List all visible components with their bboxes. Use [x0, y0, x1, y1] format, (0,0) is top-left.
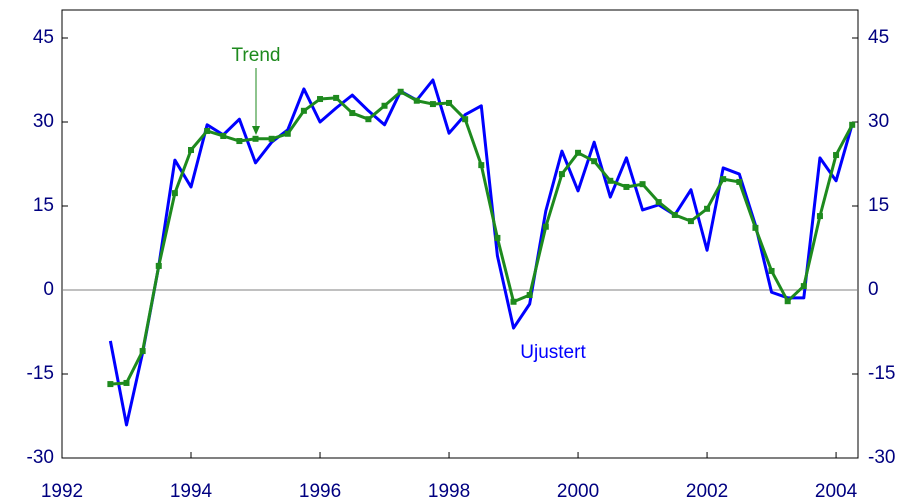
series-marker [123, 379, 130, 386]
series-marker [300, 107, 307, 114]
series-line [108, 78, 854, 427]
y2-tick-label: -30 [868, 447, 895, 468]
series-marker [284, 130, 291, 137]
series-marker [575, 149, 582, 156]
series-marker [704, 205, 711, 212]
x-tick-label: 1992 [41, 481, 83, 502]
series-marker [462, 116, 469, 123]
series-marker [752, 224, 759, 231]
series-marker [107, 381, 114, 388]
y2-tick-label: 0 [868, 279, 879, 300]
series-marker [204, 127, 211, 134]
series-marker [268, 135, 275, 142]
series-marker [155, 262, 162, 269]
series-marker [849, 121, 856, 128]
legend-label: Ujustert [520, 342, 586, 363]
series-marker [833, 152, 840, 159]
series-marker [349, 110, 356, 117]
series-marker [365, 116, 372, 123]
legend-arrowhead [252, 126, 260, 135]
x-tick-label: 1996 [299, 481, 341, 502]
series-marker [671, 211, 678, 218]
series-marker [494, 234, 501, 241]
series-marker [397, 88, 404, 95]
x-tick-label: 2002 [686, 481, 728, 502]
series-marker [317, 96, 324, 103]
series-marker [510, 298, 517, 305]
y2-tick-label: 15 [868, 195, 889, 216]
series-marker [736, 178, 743, 185]
series-marker [333, 94, 340, 101]
y2-tick-label: 30 [868, 111, 889, 132]
y-tick-label: -15 [27, 363, 54, 384]
series-marker [639, 181, 646, 188]
x-tick-label: 2000 [557, 481, 599, 502]
y-tick-label: 30 [33, 111, 54, 132]
series-marker [188, 147, 195, 153]
x-tick-label: 2004 [815, 481, 858, 502]
series-marker [800, 283, 807, 290]
series-marker [413, 97, 420, 104]
series-marker [526, 292, 533, 299]
series-marker [687, 218, 694, 225]
x-tick-label: 1998 [428, 481, 470, 502]
series-marker [816, 213, 823, 220]
series-marker [768, 267, 775, 274]
series-marker [720, 176, 727, 183]
series-marker [139, 348, 146, 355]
series-marker [236, 138, 243, 145]
legend-label: Trend [232, 45, 281, 66]
series-marker [558, 171, 565, 178]
x-tick-label: 1994 [170, 481, 213, 502]
series-marker [478, 162, 485, 169]
y-tick-label: 15 [33, 195, 54, 216]
series-marker [591, 158, 598, 165]
y-tick-label: -30 [27, 447, 54, 468]
series-marker [220, 133, 227, 139]
series-marker [623, 183, 630, 190]
y-tick-label: 0 [43, 279, 54, 300]
series-marker [542, 223, 549, 230]
y2-tick-label: 45 [868, 27, 889, 48]
series-marker [446, 99, 453, 106]
series-marker [171, 190, 178, 197]
series-marker [655, 199, 662, 206]
series-marker [429, 101, 436, 108]
y-tick-label: 45 [33, 27, 54, 48]
plot-frame [61, 9, 859, 459]
series-marker [607, 177, 614, 184]
series-marker [784, 298, 791, 305]
series-marker [252, 135, 259, 142]
y2-tick-label: -15 [868, 363, 895, 384]
series-marker [381, 102, 388, 109]
